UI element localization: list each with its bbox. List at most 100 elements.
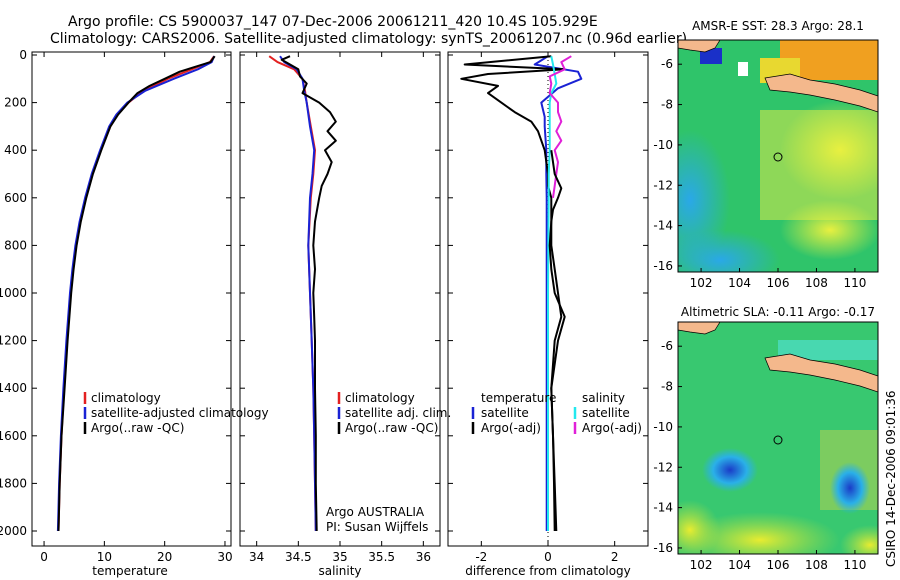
sst-map-title: AMSR-E SST: 28.3 Argo: 28.1 xyxy=(692,19,864,33)
series-line-salinity-satellite xyxy=(547,55,558,531)
series-line-climatology xyxy=(57,55,215,532)
temperature-legend: climatology satellite-adjusted climatolo… xyxy=(83,391,269,435)
map-xtick-label: 106 xyxy=(767,558,790,572)
sst-yellow-patch xyxy=(780,100,878,200)
sla-eddy-southwest xyxy=(702,448,758,492)
series-line-salinity-argo-adj-deep xyxy=(548,150,566,532)
series-line-satellite-adjusted-climatology xyxy=(56,55,216,532)
ytick-label: 2000 xyxy=(0,524,27,538)
figure-title-line2: Climatology: CARS2006. Satellite-adjuste… xyxy=(50,31,687,47)
map-ytick-label: -14 xyxy=(653,501,673,515)
series-line-argo-raw-qc- xyxy=(57,55,216,532)
difference-ticks: -2 0 2 xyxy=(448,52,648,564)
xtick-label: 0 xyxy=(40,550,48,564)
legend-label-climatology: climatology xyxy=(345,391,415,405)
xtick-label: 36 xyxy=(416,550,431,564)
salinity-legend: climatology satellite adj. clim. Argo(..… xyxy=(337,391,451,435)
legend-label-argo: Argo(..raw -QC) xyxy=(91,421,184,435)
xtick-label: 34.5 xyxy=(285,550,312,564)
sst-land-java xyxy=(764,73,878,113)
map-ytick-label: -8 xyxy=(661,380,673,394)
sst-float-position-icon xyxy=(773,152,783,162)
difference-xlabel: difference from climatology xyxy=(465,564,631,578)
map-ytick-label: -10 xyxy=(653,138,673,152)
map-xtick-label: 102 xyxy=(690,276,713,290)
xtick-label: 0 xyxy=(544,550,552,564)
ytick-label: 400 xyxy=(4,143,27,157)
figure-title-line1: Argo profile: CS 5900037_147 07-Dec-2006… xyxy=(68,14,598,30)
map-ytick-label: -6 xyxy=(661,339,673,353)
series-line-satellite-adj-clim- xyxy=(279,55,317,532)
ytick-label: 200 xyxy=(4,96,27,110)
map-xtick-label: 108 xyxy=(805,276,828,290)
series-line-argo-raw-qc- xyxy=(280,55,337,532)
xtick-label: 2 xyxy=(611,550,619,564)
xtick-label: 35.5 xyxy=(368,550,395,564)
xtick-label: 20 xyxy=(157,550,172,564)
legend-label-argo: Argo(..raw -QC) xyxy=(345,421,438,435)
map-xtick-label: 102 xyxy=(690,558,713,572)
sst-map-ticks: 102 104 106 108 110 -6 -8 -10 -12 -14 -16 xyxy=(653,57,866,290)
ytick-label: 1200 xyxy=(0,334,27,348)
xtick-label: 10 xyxy=(97,550,112,564)
legend-title-salinity: salinity xyxy=(582,391,625,405)
legend-label-satellite: satellite adj. clim. xyxy=(345,406,451,420)
series-line-climatology xyxy=(268,55,317,532)
salinity-axes-frame xyxy=(239,51,441,547)
sst-land-missing-patch xyxy=(738,62,748,76)
legend-label-satellite: satellite-adjusted climatology xyxy=(91,406,269,420)
legend-label-satellite: satellite xyxy=(481,406,529,420)
sla-yellow-south xyxy=(680,512,840,554)
map-ytick-label: -12 xyxy=(653,460,673,474)
map-ytick-label: -10 xyxy=(653,420,673,434)
temperature-xlabel: temperature xyxy=(92,564,167,578)
csiro-timestamp: CSIRO 14-Dec-2006 09:01:36 xyxy=(884,390,898,567)
map-ytick-label: -16 xyxy=(653,259,673,273)
ytick-label: 1600 xyxy=(0,429,27,443)
xtick-label: 35 xyxy=(332,550,347,564)
ytick-label: 1400 xyxy=(0,381,27,395)
salinity-annotation-line2: PI: Susan Wijffels xyxy=(326,520,428,534)
sst-map-field xyxy=(678,40,878,272)
legend-label-argo-salinity: Argo(-adj) xyxy=(582,421,642,435)
salinity-ticks: 34 34.5 35 35.5 36 xyxy=(240,52,440,564)
sla-yellow-southeast xyxy=(840,525,878,554)
map-xtick-label: 110 xyxy=(843,276,866,290)
xtick-label: 30 xyxy=(217,550,232,564)
sst-land-sumatra xyxy=(678,40,721,53)
map-xtick-label: 110 xyxy=(843,558,866,572)
ytick-label: 1000 xyxy=(0,286,27,300)
temperature-series xyxy=(56,55,216,532)
series-line-temperature-argo-adj- xyxy=(460,55,566,532)
difference-series xyxy=(460,55,583,532)
salinity-series xyxy=(268,55,337,532)
series-line-salinity-argo-adj- xyxy=(548,55,572,198)
sla-map-ticks: 102 104 106 108 110 -6 -8 -10 -12 -14 -16 xyxy=(653,339,866,572)
map-ytick-label: -12 xyxy=(653,178,673,192)
map-ytick-label: -8 xyxy=(661,98,673,112)
ytick-label: 0 xyxy=(19,48,27,62)
sla-land-sumatra xyxy=(678,322,721,335)
xtick-label: -2 xyxy=(475,550,487,564)
difference-legend-salinity: salinity satellite Argo(-adj) xyxy=(573,391,642,435)
ytick-label: 1800 xyxy=(0,476,27,490)
sla-cyan-north xyxy=(778,340,878,360)
sla-eddy-southeast xyxy=(830,462,870,514)
sla-yellow-southwest xyxy=(678,500,720,554)
sla-map-title: Altimetric SLA: -0.11 Argo: -0.17 xyxy=(681,305,875,319)
sla-map-field xyxy=(678,322,878,554)
map-ytick-label: -14 xyxy=(653,219,673,233)
sst-yellow-patch-south xyxy=(780,200,878,260)
legend-label-climatology: climatology xyxy=(91,391,161,405)
sst-cool-patch-southwest xyxy=(678,230,780,272)
legend-label-sat-salinity: satellite xyxy=(582,406,630,420)
temperature-ticks: 0 10 20 30 xyxy=(32,52,233,564)
map-xtick-label: 104 xyxy=(728,558,751,572)
legend-title-temperature: temperature xyxy=(481,391,556,405)
ytick-label: 600 xyxy=(4,191,27,205)
map-xtick-label: 104 xyxy=(728,276,751,290)
salinity-annotation-line1: Argo AUSTRALIA xyxy=(326,505,425,519)
ytick-label: 800 xyxy=(4,238,27,252)
map-ytick-label: -6 xyxy=(661,57,673,71)
